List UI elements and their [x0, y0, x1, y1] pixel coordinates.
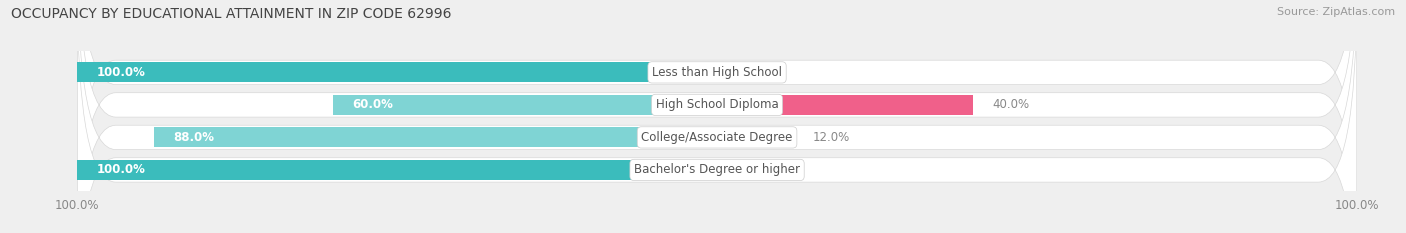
- Text: OCCUPANCY BY EDUCATIONAL ATTAINMENT IN ZIP CODE 62996: OCCUPANCY BY EDUCATIONAL ATTAINMENT IN Z…: [11, 7, 451, 21]
- FancyBboxPatch shape: [77, 0, 1357, 233]
- Text: College/Associate Degree: College/Associate Degree: [641, 131, 793, 144]
- Bar: [155, 127, 717, 147]
- Bar: [717, 127, 794, 147]
- Text: High School Diploma: High School Diploma: [655, 98, 779, 111]
- Bar: [333, 95, 717, 115]
- Text: Bachelor's Degree or higher: Bachelor's Degree or higher: [634, 163, 800, 176]
- Text: 0.0%: 0.0%: [740, 66, 769, 79]
- FancyBboxPatch shape: [77, 0, 1357, 233]
- Text: 100.0%: 100.0%: [97, 66, 145, 79]
- Text: 0.0%: 0.0%: [740, 163, 769, 176]
- Bar: [717, 160, 737, 180]
- Bar: [77, 160, 717, 180]
- Text: 88.0%: 88.0%: [173, 131, 214, 144]
- Bar: [717, 95, 973, 115]
- Text: Less than High School: Less than High School: [652, 66, 782, 79]
- Text: 40.0%: 40.0%: [993, 98, 1029, 111]
- FancyBboxPatch shape: [77, 0, 1357, 233]
- Bar: [77, 62, 717, 82]
- Bar: [717, 62, 737, 82]
- Text: 12.0%: 12.0%: [813, 131, 851, 144]
- Text: 100.0%: 100.0%: [97, 163, 145, 176]
- Text: 60.0%: 60.0%: [353, 98, 394, 111]
- FancyBboxPatch shape: [77, 0, 1357, 233]
- Text: Source: ZipAtlas.com: Source: ZipAtlas.com: [1277, 7, 1395, 17]
